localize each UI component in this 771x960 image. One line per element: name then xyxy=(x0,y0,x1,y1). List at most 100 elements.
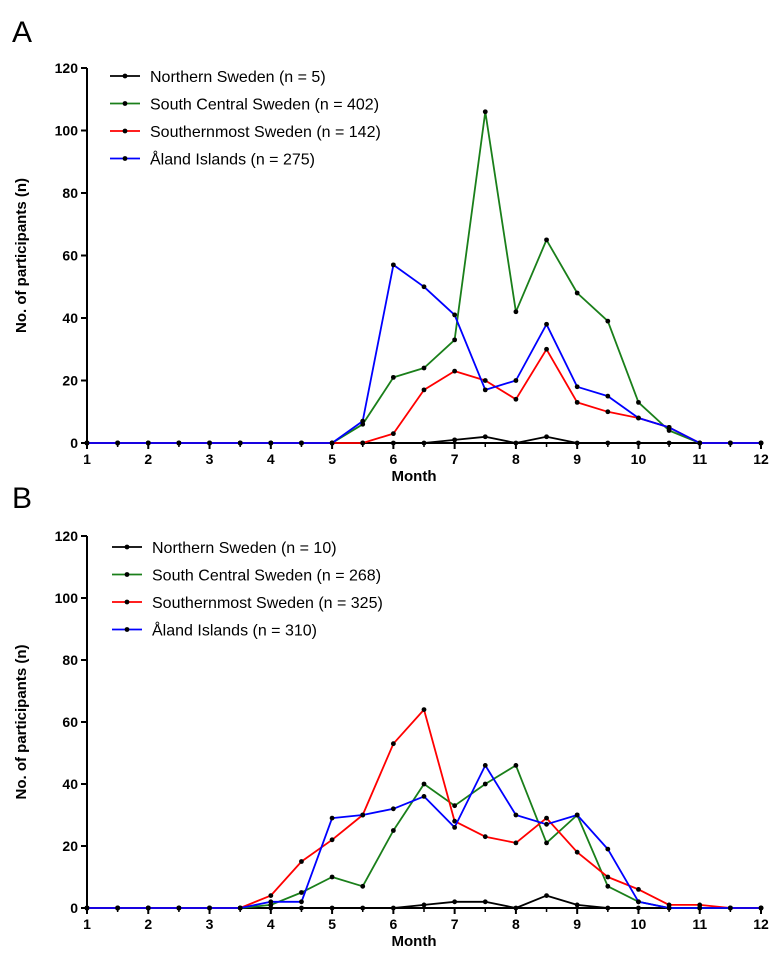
data-point xyxy=(421,387,427,393)
legend-label: South Central Sweden (n = 268) xyxy=(152,568,381,585)
x-tick-label: 11 xyxy=(692,916,707,932)
data-point xyxy=(605,905,611,911)
data-point xyxy=(115,440,121,446)
data-point xyxy=(299,890,304,895)
data-point xyxy=(329,440,335,446)
x-tick-label: 12 xyxy=(753,451,769,467)
data-point xyxy=(513,440,519,446)
data-point xyxy=(84,440,90,446)
data-point xyxy=(390,741,396,747)
data-point xyxy=(513,840,519,846)
data-point xyxy=(452,899,458,905)
data-point xyxy=(329,837,335,843)
legend-label: Northern Sweden (n = 10) xyxy=(152,540,337,557)
data-point xyxy=(390,905,396,911)
data-point xyxy=(605,846,611,852)
data-point xyxy=(727,905,733,911)
data-point xyxy=(390,440,396,446)
x-tick-label: 8 xyxy=(512,451,520,467)
x-tick-label: 9 xyxy=(573,451,581,467)
data-point xyxy=(727,440,733,446)
data-point xyxy=(636,399,641,405)
data-point xyxy=(544,321,549,327)
data-point xyxy=(636,415,641,421)
y-axis-label: No. of participants (n) xyxy=(13,645,30,800)
data-point xyxy=(574,849,580,855)
data-point xyxy=(452,312,458,318)
data-point xyxy=(299,899,304,905)
data-point xyxy=(482,763,488,768)
x-tick-label: 2 xyxy=(144,451,152,467)
data-point xyxy=(574,812,580,818)
panel-label: B xyxy=(12,482,32,515)
y-tick-label: 40 xyxy=(62,776,78,792)
data-point xyxy=(421,365,427,371)
panel-label: A xyxy=(12,16,32,49)
x-tick-label: 6 xyxy=(389,451,397,467)
data-point xyxy=(482,434,488,440)
series-line xyxy=(87,263,761,444)
x-tick-label: 3 xyxy=(206,916,214,932)
series-line xyxy=(87,708,761,909)
data-point xyxy=(544,237,549,243)
y-tick-label: 100 xyxy=(55,590,79,606)
data-point xyxy=(329,905,335,911)
data-point xyxy=(421,707,427,712)
data-point xyxy=(268,440,274,446)
data-point xyxy=(390,828,396,833)
data-point xyxy=(636,899,641,905)
x-tick-label: 3 xyxy=(206,451,214,467)
data-point xyxy=(84,905,90,911)
data-point xyxy=(605,883,611,889)
data-point xyxy=(544,893,549,898)
data-point xyxy=(574,399,580,405)
y-tick-label: 0 xyxy=(70,435,78,451)
legend-label: Åland Islands (n = 310) xyxy=(152,621,317,640)
data-point xyxy=(666,424,672,430)
data-point xyxy=(605,409,611,415)
series-2 xyxy=(84,346,764,446)
data-point xyxy=(544,840,549,846)
data-point xyxy=(390,806,396,812)
y-tick-label: 20 xyxy=(62,373,78,389)
data-point xyxy=(544,821,549,827)
legend-marker xyxy=(122,73,128,79)
data-point xyxy=(636,887,641,892)
x-axis-label: Month xyxy=(392,468,437,485)
data-point xyxy=(605,318,611,324)
data-point xyxy=(299,905,304,911)
data-point xyxy=(299,440,304,446)
data-point xyxy=(482,781,488,787)
x-tick-label: 4 xyxy=(267,916,275,932)
legend: Northern Sweden (n = 5) South Central Swe… xyxy=(110,69,381,169)
data-point xyxy=(574,902,580,908)
x-tick-label: 6 xyxy=(389,916,397,932)
data-point xyxy=(452,818,458,824)
data-point xyxy=(513,905,519,911)
data-point xyxy=(268,899,274,905)
data-point xyxy=(513,763,519,768)
legend-label: Åland Islands (n = 275) xyxy=(150,150,315,169)
data-point xyxy=(421,781,427,787)
data-point xyxy=(452,437,458,443)
x-tick-label: 10 xyxy=(631,916,647,932)
data-point xyxy=(482,834,488,840)
data-point xyxy=(544,815,549,821)
data-point xyxy=(421,440,427,446)
data-point xyxy=(482,899,488,905)
y-tick-label: 80 xyxy=(62,652,78,668)
series-1 xyxy=(84,763,764,911)
x-tick-label: 7 xyxy=(451,916,459,932)
data-point xyxy=(574,384,580,390)
y-tick-label: 100 xyxy=(55,123,79,139)
series-line xyxy=(87,764,761,909)
legend-label: Southernmost Sweden (n = 325) xyxy=(152,595,383,612)
data-point xyxy=(360,418,366,424)
data-point xyxy=(666,905,672,911)
series-line xyxy=(87,348,761,444)
data-point xyxy=(421,794,427,799)
data-point xyxy=(513,812,519,818)
y-tick-label: 120 xyxy=(55,528,79,544)
data-point xyxy=(758,905,764,911)
